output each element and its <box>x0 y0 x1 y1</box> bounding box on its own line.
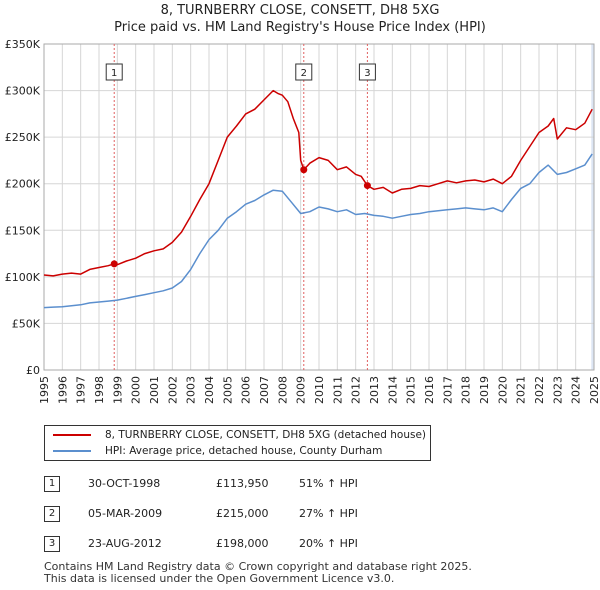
sale-hpi-change: 20% ↑ HPI <box>299 537 358 550</box>
sale-number-badge: 3 <box>44 536 60 552</box>
x-tick-label: 2016 <box>423 376 436 404</box>
x-tick-label: 2019 <box>478 376 491 404</box>
x-tick-label: 1997 <box>75 376 88 404</box>
x-tick-label: 2017 <box>441 376 454 404</box>
legend-hpi-swatch <box>53 450 91 452</box>
legend-item-property: 8, TURNBERRY CLOSE, CONSETT, DH8 5XG (de… <box>53 427 426 443</box>
x-tick-label: 2025 <box>588 376 600 404</box>
x-tick-label: 2004 <box>203 376 216 404</box>
y-tick-label: £100K <box>5 271 41 284</box>
sale-marker-label: 1 <box>105 63 123 81</box>
y-tick-label: £0 <box>26 364 40 377</box>
x-tick-label: 2023 <box>551 376 564 404</box>
x-tick-label: 2008 <box>276 376 289 404</box>
legend-hpi-label: HPI: Average price, detached house, Coun… <box>105 445 383 457</box>
property-price-line <box>43 89 593 277</box>
sale-row: 3 23-AUG-2012 £198,000 20% ↑ HPI <box>44 535 444 557</box>
sale-price: £113,950 <box>216 477 269 490</box>
plot-border <box>43 43 595 371</box>
sale-marker-number: 3 <box>364 68 370 79</box>
x-tick-label: 2001 <box>148 376 161 404</box>
sale-row: 2 05-MAR-2009 £215,000 27% ↑ HPI <box>44 505 444 527</box>
x-tick-label: 2009 <box>295 376 308 404</box>
price-chart: £0 £50K £100K £150K £200K £250K £300K £350K 1995… <box>5 38 600 404</box>
legend-item-hpi: HPI: Average price, detached house, Coun… <box>53 443 382 459</box>
x-tick-label: 2021 <box>515 376 528 404</box>
chart-title-line-2: Price paid vs. HM Land Registry's House … <box>114 20 486 35</box>
sale-marker-label: 3 <box>358 63 376 81</box>
sale-point <box>300 166 308 174</box>
x-tick-label: 2005 <box>221 376 234 404</box>
sale-date: 30-OCT-1998 <box>88 477 161 490</box>
x-tick-label: 1998 <box>93 376 106 404</box>
sale-hpi-change: 51% ↑ HPI <box>299 477 358 490</box>
x-tick-label: 2020 <box>496 376 509 404</box>
sale-date: 05-MAR-2009 <box>88 507 163 520</box>
y-tick-label: £150K <box>5 224 41 237</box>
sale-point <box>363 182 371 190</box>
y-tick-label: £300K <box>5 85 41 98</box>
legend-property-label: 8, TURNBERRY CLOSE, CONSETT, DH8 5XG (de… <box>105 429 426 441</box>
x-tick-label: 2006 <box>240 376 253 404</box>
hpi-line <box>43 153 593 309</box>
x-tick-label: 2012 <box>350 376 363 404</box>
x-tick-label: 2022 <box>533 376 546 404</box>
sale-marker-box <box>295 63 313 81</box>
x-tick-label: 2003 <box>185 376 198 404</box>
x-tick-label: 2010 <box>313 376 326 404</box>
sale-price: £198,000 <box>216 537 269 550</box>
sale-marker-box <box>105 63 123 81</box>
x-tick-label: 2018 <box>460 376 473 404</box>
footer-attribution: Contains HM Land Registry data © Crown c… <box>44 561 472 585</box>
forecast-shade <box>591 44 594 370</box>
sale-row: 1 30-OCT-1998 £113,950 51% ↑ HPI <box>44 475 444 497</box>
x-tick-label: 2024 <box>570 376 583 404</box>
x-tick-label: 1995 <box>38 376 51 404</box>
sale-price: £215,000 <box>216 507 269 520</box>
x-tick-label: 2011 <box>331 376 344 404</box>
chart-title: 8, TURNBERRY CLOSE, CONSETT, DH8 5XG Pri… <box>0 2 600 36</box>
y-tick-label: £350K <box>5 38 41 51</box>
x-tick-label: 2015 <box>405 376 418 404</box>
x-tick-label: 1999 <box>111 376 124 404</box>
sale-marker-number: 1 <box>111 68 117 79</box>
x-tick-label: 2007 <box>258 376 271 404</box>
sale-marker-box <box>358 63 376 81</box>
sale-marker-label: 2 <box>295 63 313 81</box>
sale-hpi-change: 27% ↑ HPI <box>299 507 358 520</box>
x-tick-label: 2014 <box>386 376 399 404</box>
chart-title-line-1: 8, TURNBERRY CLOSE, CONSETT, DH8 5XG <box>160 3 440 18</box>
legend-property-swatch <box>53 434 91 436</box>
y-tick-label: £50K <box>12 317 41 330</box>
y-tick-label: £250K <box>5 131 41 144</box>
legend: 8, TURNBERRY CLOSE, CONSETT, DH8 5XG (de… <box>44 425 431 461</box>
sale-date: 23-AUG-2012 <box>88 537 162 550</box>
footer-line-2: This data is licensed under the Open Gov… <box>44 572 395 585</box>
sale-point <box>110 260 118 268</box>
x-tick-label: 2013 <box>368 376 381 404</box>
sale-marker-number: 2 <box>301 68 307 79</box>
x-tick-label: 2000 <box>130 376 143 404</box>
sale-number-badge: 2 <box>44 506 60 522</box>
x-tick-label: 1996 <box>56 376 69 404</box>
x-tick-label: 2002 <box>166 376 179 404</box>
sale-number-badge: 1 <box>44 476 60 492</box>
y-tick-label: £200K <box>5 178 41 191</box>
footer-line-1: Contains HM Land Registry data © Crown c… <box>44 560 472 573</box>
